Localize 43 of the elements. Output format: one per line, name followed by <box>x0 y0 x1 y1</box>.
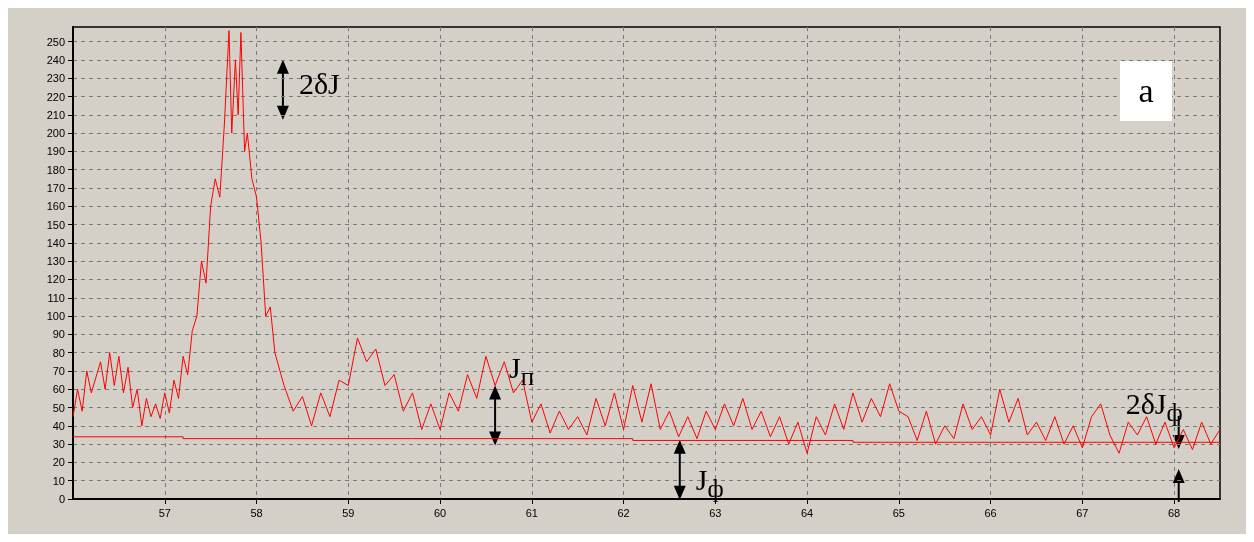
y-tick-label: 90 <box>52 328 65 341</box>
y-tick-label: 50 <box>52 401 65 414</box>
y-tick-label: 140 <box>46 236 65 249</box>
y-tick-label: 230 <box>46 72 65 85</box>
y-tick-label: 60 <box>52 383 65 396</box>
y-tick-label: 240 <box>46 53 65 66</box>
y-tick-label: 0 <box>58 493 65 505</box>
x-tick-label: 57 <box>158 506 171 519</box>
x-tick-label: 60 <box>433 506 447 519</box>
x-tick-label: 63 <box>709 506 722 519</box>
x-tick-label: 65 <box>892 506 905 519</box>
annotation: a <box>1120 61 1172 121</box>
x-tick-label: 58 <box>250 506 263 519</box>
y-tick-label: 40 <box>52 419 65 432</box>
y-tick-label: 150 <box>46 218 65 231</box>
y-tick-label: 80 <box>52 346 65 359</box>
y-tick-label: 120 <box>46 273 65 286</box>
y-tick-label: 100 <box>46 310 65 323</box>
line-series <box>72 30 1221 454</box>
y-tick-label: 170 <box>46 181 65 194</box>
y-tick-label: 30 <box>52 438 65 451</box>
x-tick-label: 62 <box>617 506 630 519</box>
y-tick-label: 220 <box>46 90 65 103</box>
x-tick-label: 68 <box>1167 506 1181 519</box>
y-tick-label: 160 <box>46 200 65 213</box>
y-tick-label: 10 <box>52 474 65 487</box>
y-tick-label: 180 <box>46 163 65 176</box>
x-tick-label: 66 <box>984 506 997 519</box>
x-tick-label: 64 <box>800 506 814 519</box>
y-tick-label: 70 <box>52 364 65 377</box>
y-tick-label: 20 <box>52 456 65 469</box>
x-tick-label: 61 <box>525 506 538 519</box>
y-tick-label: 200 <box>46 127 65 140</box>
y-tick-label: 130 <box>46 255 65 268</box>
x-tick-label: 59 <box>342 506 355 519</box>
x-tick-label: 67 <box>1076 506 1089 519</box>
annotation: J$_{п}$ <box>509 349 535 392</box>
annotation: 2δJ <box>298 65 340 102</box>
annotation: 2δJ$_{ф}$ <box>1125 385 1183 428</box>
y-tick-label: 210 <box>46 108 65 121</box>
y-tick-label: 250 <box>46 35 65 48</box>
y-tick-label: 190 <box>46 145 65 158</box>
y-tick-label: 110 <box>47 291 65 304</box>
